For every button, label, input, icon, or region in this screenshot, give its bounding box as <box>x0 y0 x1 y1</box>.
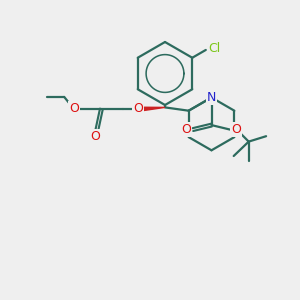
Text: N: N <box>207 91 216 104</box>
Text: O: O <box>231 123 241 136</box>
Text: O: O <box>91 130 100 143</box>
Text: O: O <box>182 123 191 136</box>
Polygon shape <box>143 107 165 110</box>
Text: Cl: Cl <box>208 42 220 55</box>
Text: O: O <box>133 102 143 116</box>
Text: O: O <box>70 102 79 116</box>
